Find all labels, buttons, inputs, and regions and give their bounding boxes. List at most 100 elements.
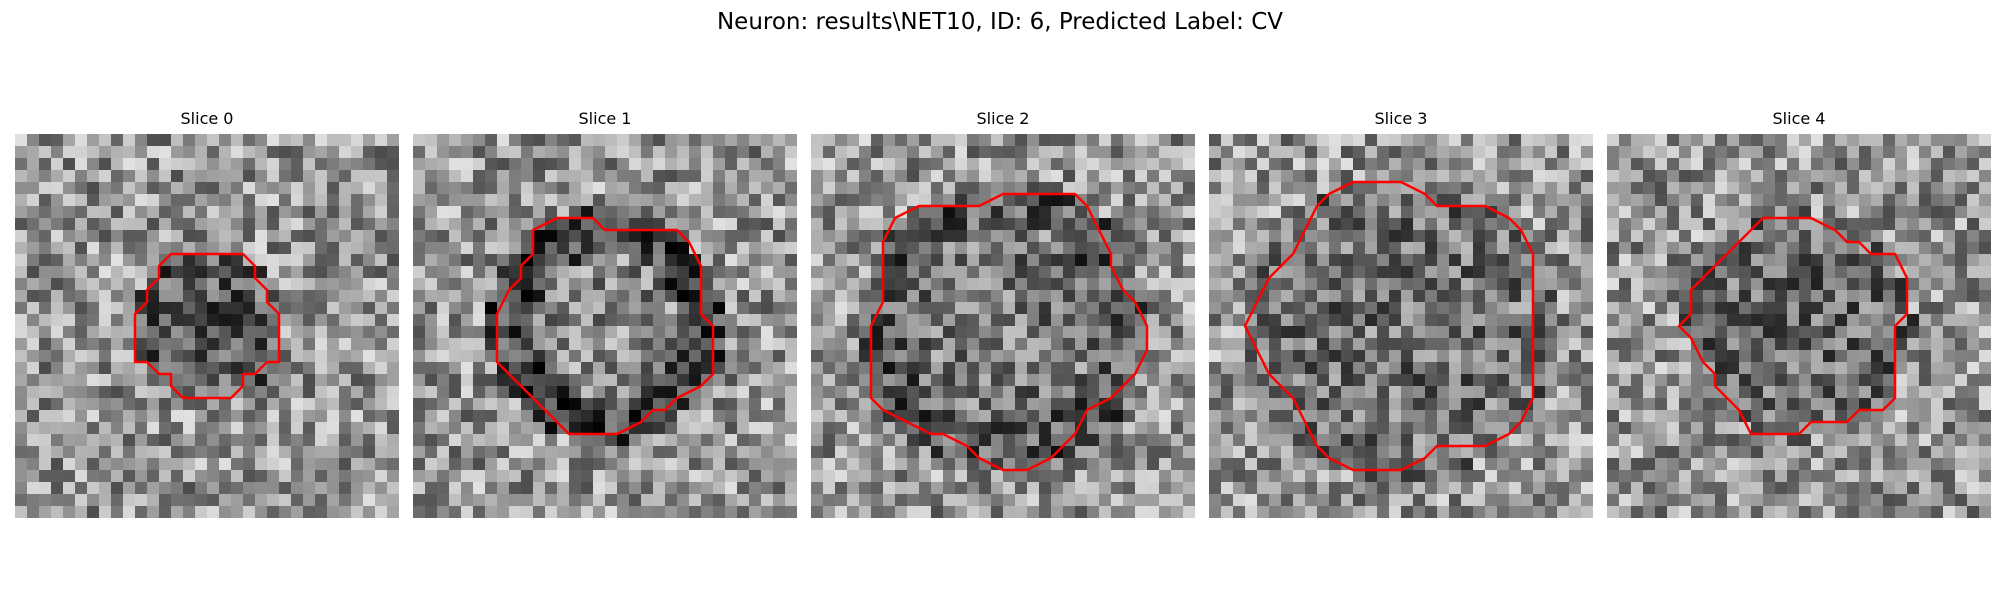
pixel xyxy=(267,422,280,435)
pixel xyxy=(1063,362,1076,375)
pixel xyxy=(545,446,558,459)
pixel xyxy=(1233,218,1246,231)
pixel xyxy=(569,242,582,255)
pixel xyxy=(1979,338,1991,351)
pixel xyxy=(1269,302,1282,315)
pixel xyxy=(1907,242,1920,255)
pixel xyxy=(207,362,220,375)
pixel xyxy=(811,170,824,183)
pixel xyxy=(387,446,399,459)
pixel xyxy=(387,386,399,399)
pixel xyxy=(1835,338,1848,351)
pixel xyxy=(15,182,28,195)
pixel xyxy=(279,374,292,387)
pixel xyxy=(303,254,316,267)
pixel xyxy=(1751,158,1764,171)
pixel xyxy=(1377,254,1390,267)
pixel xyxy=(1485,338,1498,351)
pixel xyxy=(1461,158,1474,171)
pixel xyxy=(303,398,316,411)
pixel xyxy=(159,302,172,315)
pixel xyxy=(1317,146,1330,159)
pixel xyxy=(99,314,112,327)
pixel xyxy=(1401,398,1414,411)
pixel xyxy=(327,326,340,339)
pixel xyxy=(1147,242,1160,255)
slice-panel-3: Slice 3 xyxy=(1209,108,1593,518)
pixel xyxy=(1521,290,1534,303)
pixel xyxy=(919,470,932,483)
pixel xyxy=(1075,434,1088,447)
pixel xyxy=(207,470,220,483)
pixel xyxy=(27,494,40,507)
pixel xyxy=(1473,230,1486,243)
pixel xyxy=(1389,242,1402,255)
pixel xyxy=(1449,242,1462,255)
pixel xyxy=(557,362,570,375)
pixel xyxy=(605,398,618,411)
pixel xyxy=(1775,218,1788,231)
pixel xyxy=(1931,362,1944,375)
pixel xyxy=(1377,218,1390,231)
pixel xyxy=(773,494,786,507)
pixel xyxy=(605,218,618,231)
pixel xyxy=(545,482,558,495)
pixel xyxy=(1063,242,1076,255)
pixel xyxy=(1293,218,1306,231)
pixel xyxy=(883,338,896,351)
pixel xyxy=(87,134,100,147)
pixel xyxy=(677,314,690,327)
pixel xyxy=(629,386,642,399)
pixel xyxy=(123,398,136,411)
pixel xyxy=(521,182,534,195)
pixel xyxy=(231,470,244,483)
pixel xyxy=(1667,266,1680,279)
pixel xyxy=(51,182,64,195)
pixel xyxy=(183,242,196,255)
pixel xyxy=(677,398,690,411)
pixel xyxy=(195,254,208,267)
pixel xyxy=(1305,146,1318,159)
pixel xyxy=(1305,170,1318,183)
pixel xyxy=(1509,350,1522,363)
pixel xyxy=(1389,206,1402,219)
pixel xyxy=(1787,194,1800,207)
pixel xyxy=(267,434,280,447)
pixel xyxy=(1437,182,1450,195)
pixel xyxy=(1931,182,1944,195)
pixel xyxy=(473,398,486,411)
pixel xyxy=(943,290,956,303)
pixel xyxy=(653,374,666,387)
pixel xyxy=(823,230,836,243)
pixel xyxy=(701,302,714,315)
pixel xyxy=(171,218,184,231)
pixel xyxy=(1799,458,1812,471)
pixel xyxy=(1171,134,1184,147)
pixel xyxy=(219,278,232,291)
pixel xyxy=(581,290,594,303)
pixel xyxy=(1449,278,1462,291)
pixel xyxy=(979,350,992,363)
pixel xyxy=(569,158,582,171)
pixel xyxy=(737,278,750,291)
pixel xyxy=(1341,350,1354,363)
pixel xyxy=(1087,434,1100,447)
pixel xyxy=(449,506,462,518)
pixel xyxy=(27,482,40,495)
pixel xyxy=(497,422,510,435)
pixel xyxy=(1581,218,1593,231)
pixel xyxy=(87,362,100,375)
pixel xyxy=(195,302,208,315)
pixel xyxy=(207,278,220,291)
pixel xyxy=(39,302,52,315)
pixel xyxy=(773,266,786,279)
pixel xyxy=(159,350,172,363)
pixel xyxy=(1473,194,1486,207)
pixel xyxy=(1353,182,1366,195)
pixel xyxy=(1159,398,1172,411)
pixel xyxy=(1221,314,1234,327)
pixel xyxy=(533,194,546,207)
pixel xyxy=(581,434,594,447)
pixel xyxy=(1123,494,1136,507)
pixel xyxy=(1293,398,1306,411)
